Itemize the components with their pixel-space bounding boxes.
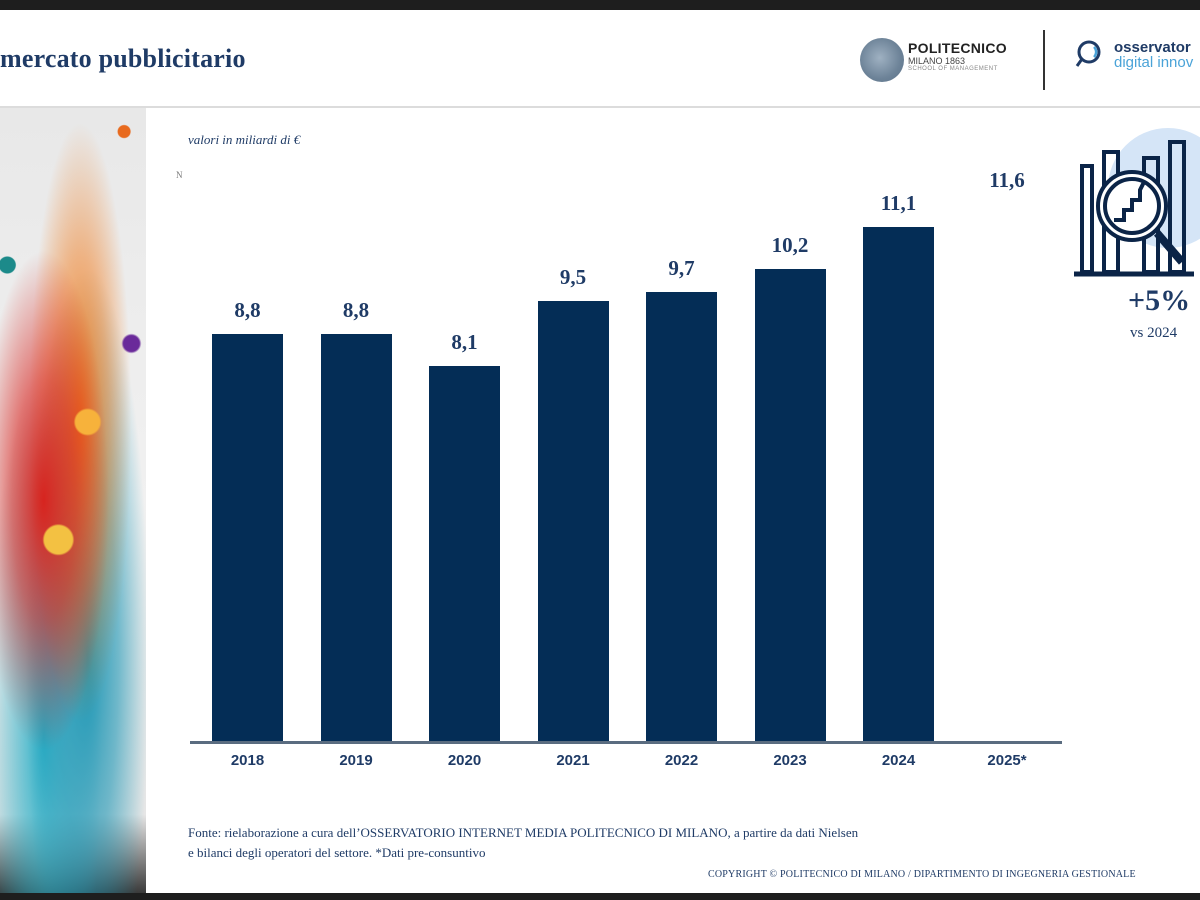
x-tick-label-2019: 2019 (339, 752, 373, 769)
osservatori-line2: digital innov (1114, 54, 1194, 71)
bar-2022 (646, 291, 717, 741)
logo-divider (1043, 30, 1045, 90)
x-tick-label-2024: 2024 (881, 752, 916, 769)
polimi-logo: POLITECNICO MILANO 1863 SCHOOL OF MANAGE… (908, 40, 1007, 72)
bottom-bar (0, 893, 1200, 900)
x-tick-label-2018: 2018 (230, 752, 265, 769)
osservatori-magnifier-icon (1075, 40, 1101, 67)
bar-2024 (863, 226, 934, 741)
x-tick-label-2021: 2021 (556, 752, 590, 769)
data-label-2022: 9,7 (668, 255, 695, 280)
polimi-seal-icon (860, 38, 904, 82)
page-title: mercato pubblicitario (0, 44, 246, 73)
osservatori-logo: osservator digital innov (1114, 40, 1193, 70)
x-axis-baseline (190, 741, 1062, 744)
top-bar (0, 0, 1200, 10)
bar-2023 (754, 268, 826, 741)
polimi-sub2: SCHOOL OF MANAGEMENT (908, 66, 998, 72)
x-tick-label-2020: 2020 (447, 752, 482, 769)
data-label-2024: 11,1 (880, 190, 917, 215)
tiny-marker: N (176, 170, 183, 180)
data-label-2020: 8,1 (451, 330, 478, 355)
data-label-2025: 11,6 (989, 167, 1025, 192)
kpi-growth-value: +5% (1128, 284, 1191, 317)
data-label-2019: 8,8 (342, 297, 370, 322)
data-label-2021: 9,5 (559, 265, 587, 290)
source-line-2: e bilanci degli operatori del settore. *… (188, 845, 486, 860)
source-line-1: Fonte: rielaborazione a cura dell’OSSERV… (188, 825, 859, 840)
decorative-abstract-image (0, 108, 146, 893)
osservatori-line1: osservator (1114, 39, 1191, 56)
x-tick-label-2022: 2022 (664, 752, 699, 769)
bar-2020 (429, 366, 500, 741)
data-label-2023: 10,2 (771, 232, 809, 257)
chart-magnifier-icon (1074, 140, 1194, 277)
bar-2018 (212, 333, 283, 741)
bar-2019 (320, 333, 392, 741)
data-label-2018: 8,8 (234, 297, 261, 322)
kpi-growth-subtitle: vs 2024 (1130, 325, 1178, 341)
polimi-sub: MILANO 1863 (908, 56, 966, 66)
x-tick-label-2025: 2025* (987, 752, 1027, 769)
units-note: valori in miliardi di € (188, 132, 301, 147)
bar-2021 (537, 301, 609, 741)
polimi-name: POLITECNICO (908, 40, 1007, 56)
x-tick-label-2023: 2023 (773, 752, 807, 769)
header-divider (0, 106, 1200, 108)
source-note: Fonte: rielaborazione a cura dell’OSSERV… (188, 823, 858, 863)
copyright-note: COPYRIGHT © POLITECNICO DI MILANO / DIPA… (708, 869, 1136, 880)
